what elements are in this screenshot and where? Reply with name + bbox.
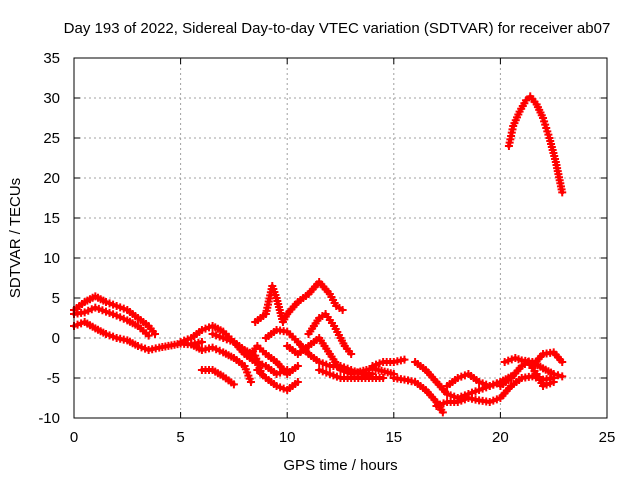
data-point-marker xyxy=(553,371,562,380)
data-point xyxy=(549,370,558,378)
series-track-n xyxy=(315,366,388,382)
axis-ticks: 0 5 10 15 20 25 -10 -5 0 5 10 15 20 25 30 35 xyxy=(38,50,615,446)
data-point xyxy=(144,331,153,340)
series-track-r xyxy=(432,372,558,410)
y-tick-label: 15 xyxy=(43,210,60,227)
data-series xyxy=(70,92,567,417)
y-axis-label: SDTVAR / TECUs xyxy=(7,178,24,298)
series-track-a xyxy=(70,292,160,338)
data-point xyxy=(549,378,558,386)
data-point xyxy=(246,378,255,386)
plot-frame xyxy=(73,57,608,419)
y-tick-label: -10 xyxy=(38,410,60,427)
series-track-e xyxy=(187,340,255,386)
x-tick-label: 5 xyxy=(176,429,184,446)
series-track-o xyxy=(368,355,409,370)
x-tick-label: 25 xyxy=(599,429,616,446)
chart-title: Day 193 of 2022, Sidereal Day-to-day VTE… xyxy=(64,20,611,37)
data-point xyxy=(558,372,567,381)
data-point xyxy=(293,378,302,386)
y-tick-label: 35 xyxy=(43,50,60,67)
series-track-i xyxy=(253,366,302,394)
data-point xyxy=(558,188,567,197)
y-tick-label: 30 xyxy=(43,90,60,107)
data-point xyxy=(197,338,206,346)
y-tick-label: 0 xyxy=(52,330,60,347)
data-point xyxy=(558,358,567,366)
data-point xyxy=(151,330,160,338)
x-axis-label: GPS time / hours xyxy=(283,457,397,474)
series-track-m xyxy=(304,310,356,358)
series-track-v xyxy=(528,348,567,370)
data-point xyxy=(347,350,356,358)
series-track-w xyxy=(504,92,567,197)
y-tick-label: 10 xyxy=(43,250,60,267)
data-point xyxy=(379,374,388,382)
series-track-h xyxy=(246,342,302,378)
data-point xyxy=(338,306,347,314)
y-tick-label: -5 xyxy=(47,370,60,387)
x-tick-label: 20 xyxy=(492,429,509,446)
y-tick-label: 25 xyxy=(43,130,60,147)
data-point xyxy=(293,362,302,370)
series-track-j xyxy=(251,278,347,326)
x-tick-label: 15 xyxy=(385,429,402,446)
x-tick-label: 0 xyxy=(70,429,78,446)
data-point xyxy=(521,96,530,105)
data-point xyxy=(229,380,238,389)
data-point xyxy=(400,355,409,364)
y-tick-label: 5 xyxy=(52,290,60,307)
series-track-f xyxy=(197,366,238,389)
data-point xyxy=(438,408,447,417)
series-track-s xyxy=(443,370,505,390)
y-tick-label: 20 xyxy=(43,170,60,187)
x-tick-label: 10 xyxy=(279,429,296,446)
